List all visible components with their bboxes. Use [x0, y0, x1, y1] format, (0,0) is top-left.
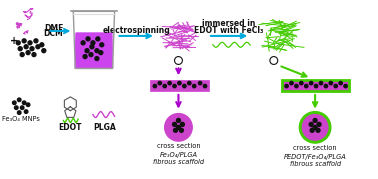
Circle shape	[317, 122, 321, 126]
Text: PLGA: PLGA	[93, 123, 116, 132]
Circle shape	[302, 115, 328, 140]
Circle shape	[90, 45, 94, 49]
Circle shape	[81, 41, 85, 45]
Text: Fe₃O₄/PLGA: Fe₃O₄/PLGA	[160, 152, 197, 158]
Text: fibrous scaffold: fibrous scaffold	[153, 159, 204, 165]
Circle shape	[180, 122, 184, 126]
Circle shape	[319, 81, 323, 85]
Circle shape	[187, 81, 191, 85]
Circle shape	[177, 118, 180, 122]
Circle shape	[22, 39, 26, 43]
Circle shape	[313, 125, 317, 129]
Circle shape	[183, 84, 186, 88]
Circle shape	[203, 84, 207, 88]
Circle shape	[295, 84, 298, 88]
Text: electrospinning: electrospinning	[102, 26, 170, 35]
Circle shape	[339, 81, 342, 85]
Circle shape	[14, 106, 18, 109]
Circle shape	[163, 84, 166, 88]
Circle shape	[305, 84, 308, 88]
Circle shape	[198, 81, 202, 85]
Circle shape	[30, 47, 34, 51]
Circle shape	[178, 81, 181, 85]
Circle shape	[16, 41, 20, 45]
Circle shape	[329, 81, 333, 85]
Text: +: +	[10, 36, 19, 46]
Circle shape	[180, 128, 183, 132]
Text: PEDOT/Fe₃O₄/PLGA: PEDOT/Fe₃O₄/PLGA	[284, 154, 347, 160]
Text: DCM: DCM	[44, 30, 64, 38]
Circle shape	[20, 53, 24, 57]
Circle shape	[28, 41, 32, 45]
Circle shape	[313, 118, 317, 122]
Circle shape	[316, 128, 320, 132]
Circle shape	[165, 114, 192, 141]
Circle shape	[22, 101, 26, 105]
Circle shape	[285, 84, 288, 88]
Circle shape	[310, 81, 313, 85]
Circle shape	[18, 47, 22, 51]
Circle shape	[95, 57, 99, 61]
Text: Fe₃O₄ MNPs: Fe₃O₄ MNPs	[2, 117, 40, 122]
Circle shape	[40, 43, 44, 47]
Circle shape	[158, 81, 161, 85]
Circle shape	[334, 84, 338, 88]
Circle shape	[310, 128, 314, 132]
Circle shape	[300, 81, 303, 85]
Circle shape	[89, 53, 93, 57]
Text: immersed in: immersed in	[202, 19, 255, 28]
Circle shape	[174, 128, 178, 132]
Circle shape	[192, 84, 196, 88]
Circle shape	[24, 45, 28, 49]
Text: fibrous scaffold: fibrous scaffold	[290, 161, 341, 167]
Circle shape	[36, 45, 40, 49]
Text: cross section: cross section	[156, 143, 200, 149]
Circle shape	[314, 84, 318, 88]
Circle shape	[85, 49, 89, 53]
Text: DMF: DMF	[44, 24, 63, 33]
Circle shape	[168, 81, 171, 85]
Circle shape	[173, 84, 176, 88]
Circle shape	[17, 111, 21, 114]
Circle shape	[99, 51, 103, 55]
Circle shape	[173, 122, 177, 126]
Circle shape	[309, 122, 313, 126]
Text: cross section: cross section	[293, 145, 337, 151]
Circle shape	[12, 101, 16, 105]
Text: EDOT with FeCl₃: EDOT with FeCl₃	[194, 26, 263, 35]
Circle shape	[34, 39, 38, 43]
Circle shape	[177, 125, 180, 129]
Circle shape	[96, 37, 100, 41]
Circle shape	[26, 51, 30, 55]
FancyBboxPatch shape	[150, 80, 209, 91]
Circle shape	[344, 84, 347, 88]
Circle shape	[86, 37, 90, 41]
Text: EDOT: EDOT	[59, 123, 82, 132]
Circle shape	[95, 49, 99, 53]
Circle shape	[83, 55, 87, 59]
Circle shape	[20, 106, 24, 109]
Circle shape	[324, 84, 328, 88]
Circle shape	[91, 41, 95, 45]
Circle shape	[32, 53, 36, 57]
Circle shape	[100, 43, 104, 47]
Circle shape	[26, 103, 30, 107]
Circle shape	[290, 81, 293, 85]
Circle shape	[17, 98, 21, 102]
Circle shape	[153, 84, 156, 88]
Circle shape	[42, 49, 46, 53]
Polygon shape	[75, 33, 113, 68]
FancyBboxPatch shape	[282, 80, 349, 91]
Circle shape	[24, 110, 28, 113]
Circle shape	[299, 112, 331, 143]
